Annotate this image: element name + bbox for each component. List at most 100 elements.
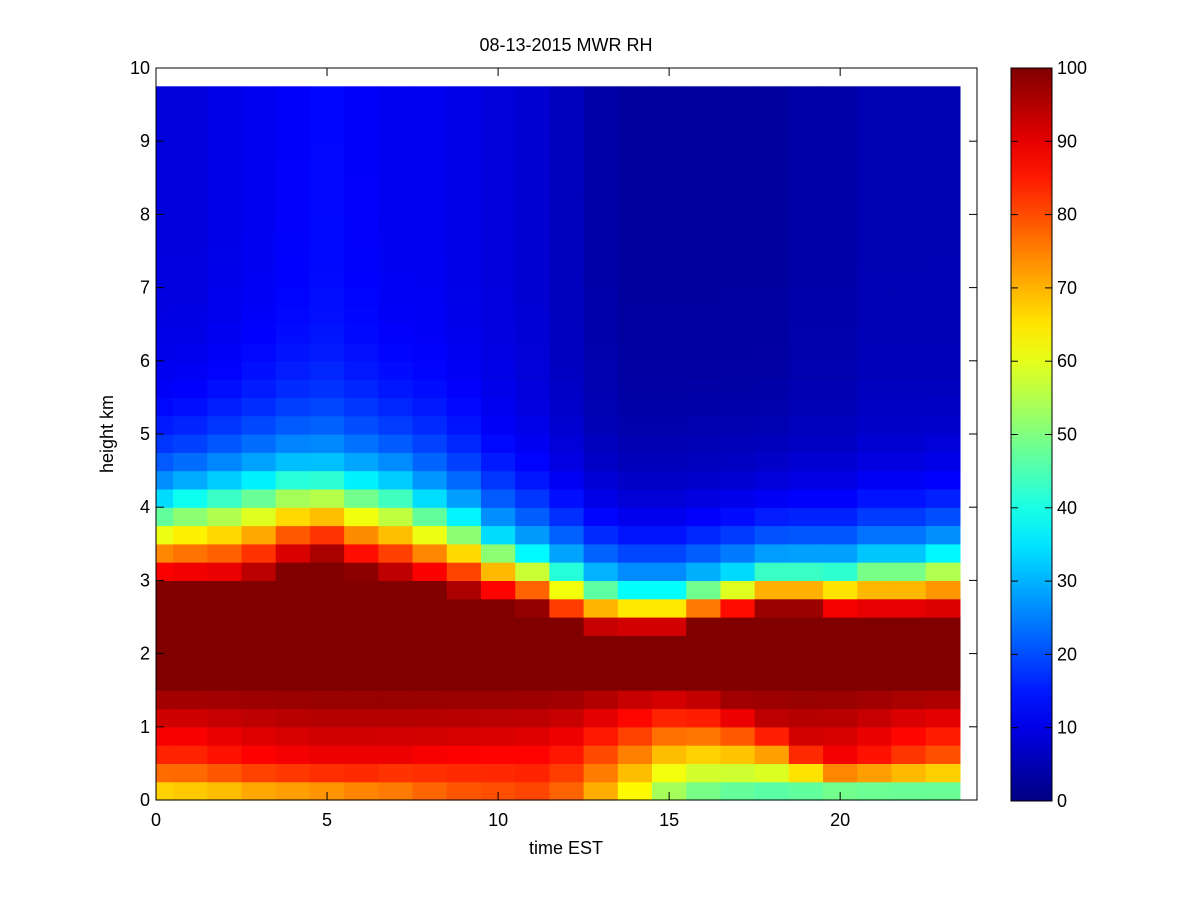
heatmap-cell — [378, 141, 414, 161]
heatmap-cell — [788, 177, 824, 197]
heatmap-cell — [823, 745, 858, 764]
heatmap-cell — [823, 470, 858, 490]
heatmap-cell — [207, 653, 243, 673]
heatmap-cell — [241, 159, 277, 179]
heatmap-cell — [549, 470, 585, 490]
heatmap-cell — [156, 177, 174, 197]
heatmap-cell — [515, 434, 550, 453]
heatmap-cell — [275, 452, 311, 472]
heatmap-cell — [925, 525, 961, 545]
heatmap-cell — [652, 177, 687, 197]
heatmap-cell — [549, 86, 585, 106]
heatmap-cell — [378, 305, 414, 325]
heatmap-cell — [823, 196, 858, 215]
heatmap-cell — [823, 580, 858, 600]
heatmap-cell — [617, 617, 653, 636]
heatmap-cell — [652, 342, 687, 362]
heatmap-cell — [446, 196, 482, 215]
heatmap-cell — [241, 379, 277, 398]
heatmap-cell — [686, 690, 722, 710]
heatmap-cell — [617, 342, 653, 362]
heatmap-cell — [857, 251, 893, 270]
heatmap-cell — [583, 525, 619, 545]
heatmap-cell — [207, 141, 243, 161]
heatmap-cell — [207, 251, 243, 270]
heatmap-cell — [275, 434, 311, 453]
heatmap-cell — [480, 324, 516, 344]
heatmap-cell — [754, 324, 790, 344]
heatmap-cell — [173, 525, 208, 545]
heatmap-cell — [857, 434, 893, 453]
heatmap-cell — [412, 86, 448, 106]
heatmap-cell — [686, 397, 722, 417]
heatmap-cell — [515, 598, 550, 618]
heatmap-cell — [549, 653, 585, 673]
heatmap-cell — [754, 617, 790, 636]
heatmap-cell — [652, 86, 687, 106]
heatmap-cell — [925, 671, 961, 691]
heatmap-cell — [412, 104, 448, 124]
heatmap-cell — [207, 287, 243, 307]
heatmap-cell — [156, 196, 174, 215]
heatmap-cell — [241, 671, 277, 691]
heatmap-cell — [309, 232, 345, 252]
heatmap-cell — [617, 562, 653, 581]
heatmap-cell — [207, 122, 243, 142]
heatmap-cell — [412, 708, 448, 728]
heatmap-cell — [173, 617, 208, 636]
heatmap-cell — [173, 671, 208, 691]
heatmap-cell — [583, 342, 619, 362]
heatmap-cell — [378, 434, 414, 453]
heatmap-cell — [173, 580, 208, 600]
heatmap-cell — [720, 360, 756, 380]
heatmap-cell — [344, 379, 379, 398]
heatmap-cell — [344, 507, 379, 527]
heatmap-cell — [207, 507, 243, 527]
heatmap-cell — [788, 470, 824, 490]
heatmap-cell — [480, 214, 516, 234]
heatmap-cell — [275, 653, 311, 673]
heatmap-cell — [686, 726, 722, 746]
heatmap-cell — [241, 324, 277, 344]
heatmap-cell — [823, 287, 858, 307]
heatmap-cell — [515, 397, 550, 417]
heatmap-cell — [446, 415, 482, 435]
heatmap-cell — [686, 708, 722, 728]
heatmap-cell — [754, 122, 790, 142]
colorbar-tick-label: 100 — [1057, 58, 1087, 78]
heatmap-cell — [925, 269, 961, 289]
heatmap-cell — [275, 360, 311, 380]
heatmap-cell — [823, 122, 858, 142]
heatmap-cell — [344, 141, 379, 161]
heatmap-cell — [857, 763, 893, 783]
heatmap-cell — [583, 671, 619, 691]
heatmap-cell — [156, 635, 174, 655]
heatmap-cell — [823, 86, 858, 106]
x-tick-label: 0 — [151, 810, 161, 830]
heatmap-cell — [652, 525, 687, 545]
heatmap-cell — [344, 763, 379, 783]
heatmap-cell — [309, 690, 345, 710]
heatmap-cell — [754, 379, 790, 398]
heatmap-cell — [412, 397, 448, 417]
heatmap-cell — [583, 617, 619, 636]
heatmap-cell — [857, 781, 893, 801]
heatmap-cell — [275, 141, 311, 161]
heatmap-cell — [891, 635, 927, 655]
heatmap-cell — [549, 763, 585, 783]
heatmap-cell — [720, 708, 756, 728]
heatmap-cell — [309, 617, 345, 636]
heatmap-cell — [857, 525, 893, 545]
heatmap-cell — [173, 690, 208, 710]
heatmap-cell — [583, 562, 619, 581]
heatmap-cell — [173, 269, 208, 289]
heatmap-cell — [891, 305, 927, 325]
heatmap-cell — [241, 562, 277, 581]
heatmap-cell — [617, 653, 653, 673]
heatmap-cell — [652, 562, 687, 581]
heatmap-cell — [823, 562, 858, 581]
heatmap-cell — [309, 470, 345, 490]
heatmap-cell — [173, 324, 208, 344]
heatmap-cell — [378, 507, 414, 527]
heatmap-cell — [925, 86, 961, 106]
